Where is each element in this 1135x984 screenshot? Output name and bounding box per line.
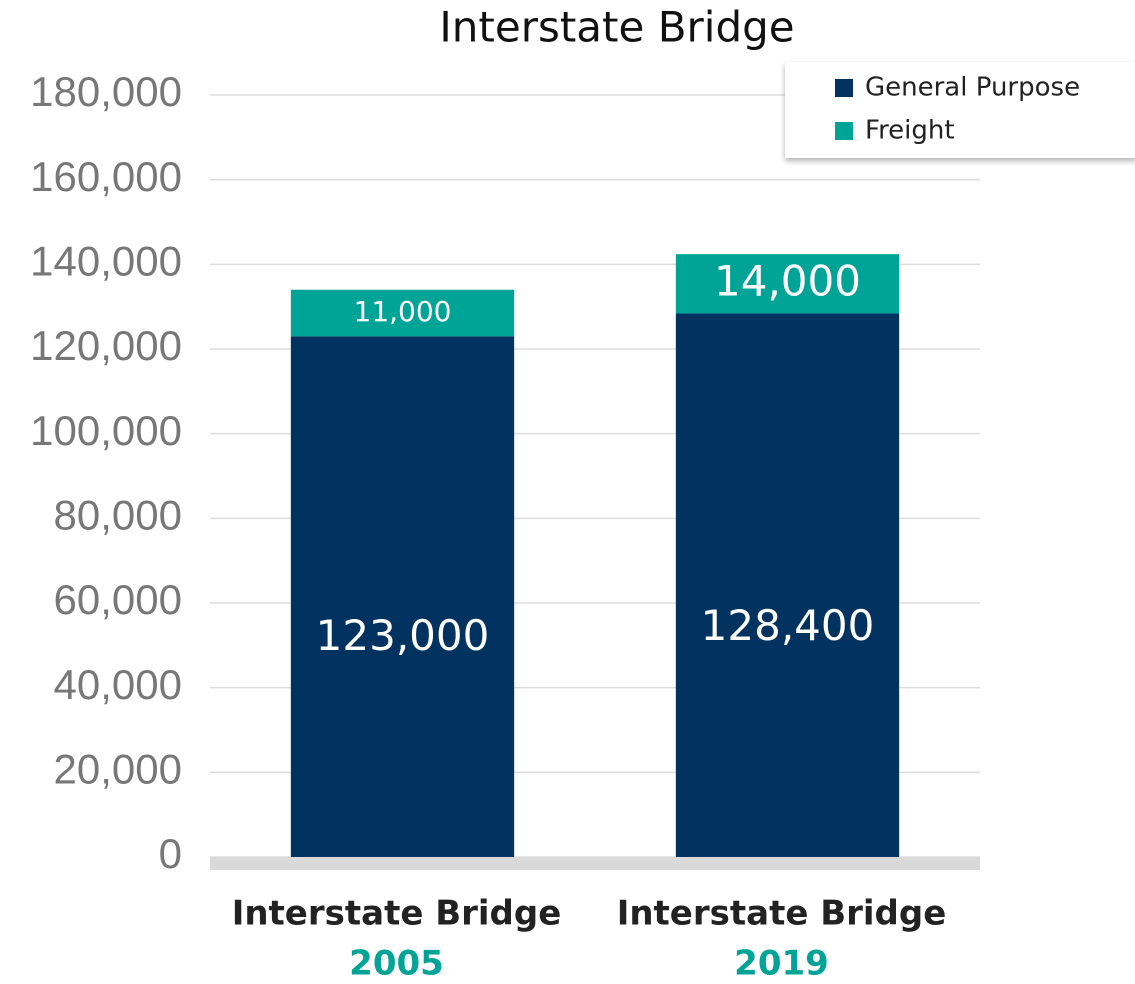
y-tick-label: 160,000 [30, 153, 182, 200]
x-tick-label: 2005 [349, 944, 444, 984]
legend-swatch [835, 122, 853, 140]
x-tick-label: Interstate Bridge [232, 894, 562, 934]
bar-segment [675, 313, 900, 857]
y-tick-label: 180,000 [30, 68, 182, 115]
y-tick-label: 40,000 [54, 661, 182, 708]
plot-area: 0 20,000 40,000 60,000 80,000 100,000 120,000 1… [30, 68, 980, 984]
data-label: 14,000 [714, 256, 861, 305]
y-tick-label: 60,000 [54, 576, 182, 623]
legend-swatch [835, 79, 853, 97]
data-label: 11,000 [354, 295, 452, 328]
legend: General Purpose Freight [785, 62, 1135, 158]
data-label: 123,000 [316, 611, 490, 660]
chart-title: Interstate Bridge [439, 3, 794, 52]
bar-segment [675, 254, 900, 314]
x-tick-label: Interstate Bridge [617, 894, 947, 934]
y-tick-label: 20,000 [54, 745, 182, 792]
legend-label: Freight [865, 116, 955, 146]
y-tick-label: 140,000 [30, 237, 182, 284]
y-tick-label: 0 [159, 830, 182, 877]
bar-segment [290, 336, 515, 857]
legend-box [785, 62, 1135, 158]
x-tick-label: 2019 [734, 944, 829, 984]
bar-segment [290, 289, 515, 337]
y-tick-label: 80,000 [54, 491, 182, 538]
y-tick-label: 120,000 [30, 322, 182, 369]
y-tick-label: 100,000 [30, 407, 182, 454]
baseline [210, 857, 980, 870]
legend-label: General Purpose [865, 73, 1080, 103]
data-label: 128,400 [701, 601, 875, 650]
